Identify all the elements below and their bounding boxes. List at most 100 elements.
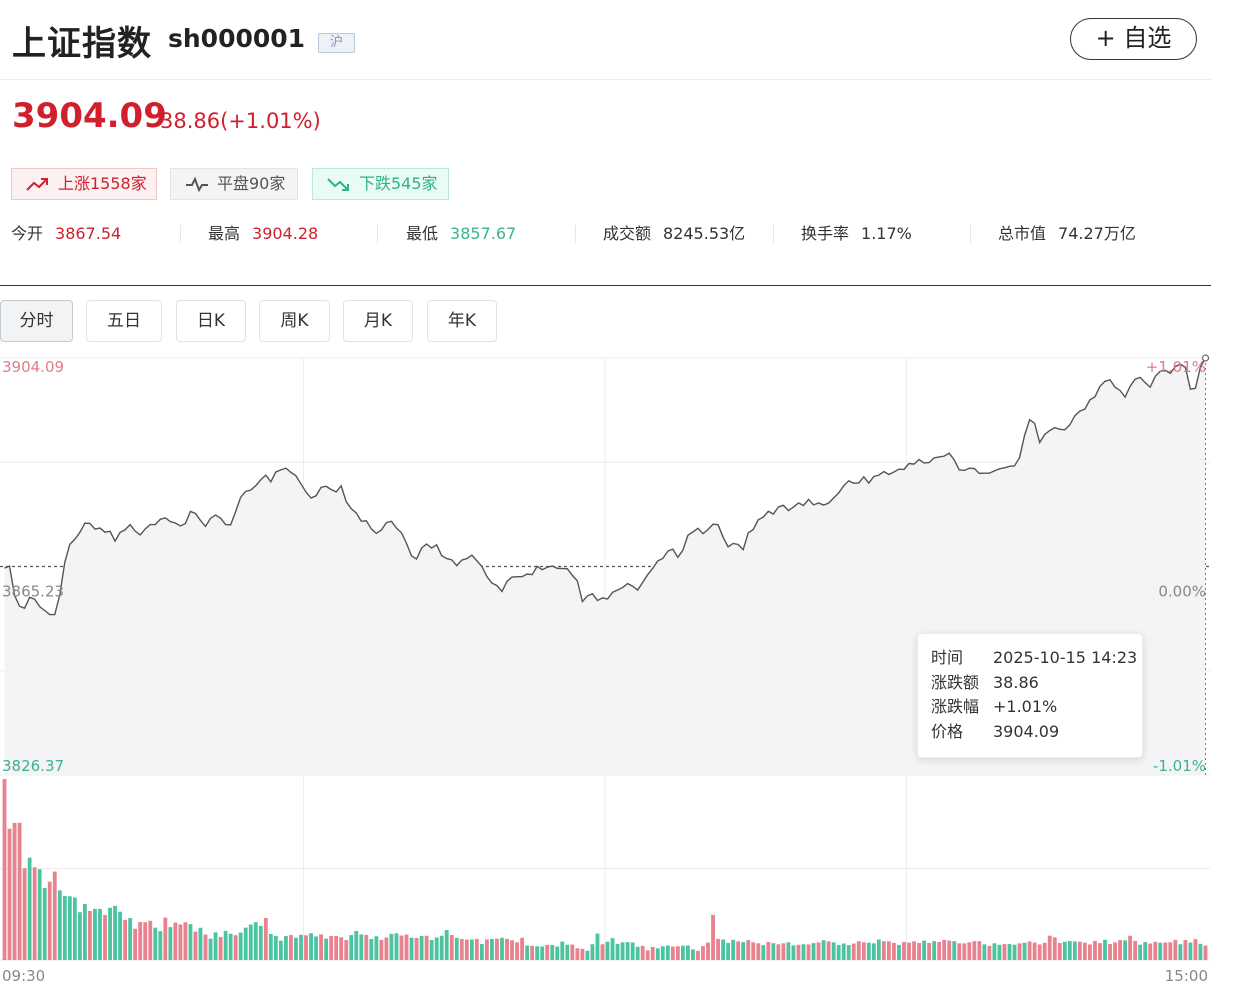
volume-bar [208, 938, 213, 960]
volume-bar [133, 928, 138, 960]
volume-bar [248, 924, 253, 960]
volume-bar [294, 937, 298, 960]
volume-bar [701, 946, 705, 960]
volume-bar [696, 950, 700, 960]
stat-market-cap: 总市值 74.27万亿 [998, 224, 1136, 243]
volume-bar [103, 915, 107, 960]
tab-yearly-k[interactable]: 年K [427, 300, 497, 342]
volume-bar [258, 925, 263, 960]
price-line [4, 357, 1207, 616]
volume-bar [570, 944, 575, 960]
stat-turnover: 成交额 8245.53亿 [603, 224, 746, 243]
price-area [4, 358, 1206, 775]
crosshair-dot [1201, 354, 1210, 362]
volume-bar [706, 942, 710, 960]
volume-bar [344, 940, 349, 960]
volume-bar [319, 934, 323, 960]
volume-bar [309, 933, 313, 960]
volume-bar [630, 942, 635, 960]
volume-bar [490, 939, 494, 960]
volume-bar [1188, 942, 1193, 960]
tab-daily-k[interactable]: 日K [176, 300, 246, 342]
volume-bar [1093, 940, 1097, 960]
volume-bar [831, 942, 836, 960]
tab-weekly-k[interactable]: 周K [259, 300, 330, 342]
volume-bar [535, 946, 540, 960]
volume-bar [158, 931, 163, 960]
volume-bar [997, 944, 1002, 960]
volume-bars [2, 779, 1208, 960]
volume-bar [932, 941, 937, 960]
volume-bar [610, 938, 615, 960]
stat-low: 最低 3857.67 [406, 224, 517, 243]
volume-bar [816, 942, 821, 960]
volume-bar [1123, 940, 1128, 960]
volume-bar [1143, 942, 1148, 960]
tab-intraday[interactable]: 分时 [0, 300, 73, 342]
volume-bar [550, 944, 555, 960]
volume-bar [379, 939, 384, 960]
volume-bar [540, 946, 545, 960]
volume-bar [223, 930, 228, 960]
volume-bar [912, 941, 916, 960]
volume-bar [1067, 940, 1072, 960]
y-tick-label-top: 3904.09 [2, 358, 64, 376]
volume-bar [62, 896, 67, 960]
volume-bar [655, 948, 660, 960]
volume-bar [1062, 941, 1067, 960]
decliners-badge[interactable]: 下跌545家 [312, 168, 449, 200]
volume-bar [640, 945, 645, 960]
stat-open: 今开 3867.54 [11, 224, 122, 243]
volume-bar [1128, 935, 1133, 960]
volume-bar [731, 939, 736, 960]
volume-bar [716, 938, 720, 960]
volume-bar [736, 941, 741, 960]
tab-monthly-k[interactable]: 月K [343, 300, 413, 342]
volume-bar [992, 943, 997, 960]
add-watchlist-button[interactable]: + 自选 [1070, 18, 1197, 60]
volume-bar [334, 935, 339, 960]
volume-bar [741, 942, 746, 960]
volume-bar [1168, 942, 1173, 960]
tooltip-change-pct: 涨跌幅 +1.01% [931, 697, 1058, 716]
advancers-badge[interactable]: 上涨1558家 [11, 168, 157, 200]
exchange-badge: 沪 [318, 33, 355, 53]
volume-bar [1012, 944, 1017, 960]
volume-bar [399, 935, 404, 960]
volume-bar [680, 945, 685, 960]
y-tick-label-bottom: 3826.37 [2, 757, 64, 775]
volume-bar [525, 945, 530, 960]
volume-bar [967, 942, 972, 960]
volume-bar [856, 941, 861, 960]
volume-bar [1037, 944, 1042, 960]
volume-bar [324, 938, 329, 960]
volume-bar [314, 936, 318, 960]
volume-bar [354, 930, 359, 960]
tab-five-day[interactable]: 五日 [86, 300, 162, 342]
volume-bar [1178, 944, 1183, 960]
current-price: 3904.09 [12, 96, 167, 136]
volume-bar [766, 941, 771, 960]
volume-bar [887, 941, 891, 960]
volume-bar [1072, 941, 1077, 960]
volume-bar [645, 950, 650, 960]
crosshair-tooltip: 时间 2025-10-15 14:23 涨跌额 38.86 涨跌幅 +1.01% 价格… [917, 633, 1143, 758]
volume-bar [52, 871, 57, 960]
tooltip-time: 时间 2025-10-15 14:23 [931, 648, 1138, 667]
volume-bar [751, 942, 756, 960]
volume-bar [1198, 943, 1203, 960]
volume-bar [72, 897, 77, 960]
volume-bar [520, 937, 524, 960]
volume-bar [183, 922, 188, 960]
volume-bar [485, 939, 489, 960]
volume-bar [1158, 942, 1163, 960]
trend-down-icon [327, 178, 349, 191]
volume-bar [93, 908, 97, 960]
volume-bar [429, 940, 434, 960]
volume-bar [1088, 944, 1092, 960]
volume-bar [7, 828, 12, 960]
volume-bar [1002, 944, 1007, 960]
volume-bar [761, 945, 766, 960]
volume-bar [138, 921, 143, 960]
unchanged-badge[interactable]: 平盘90家 [170, 168, 298, 200]
